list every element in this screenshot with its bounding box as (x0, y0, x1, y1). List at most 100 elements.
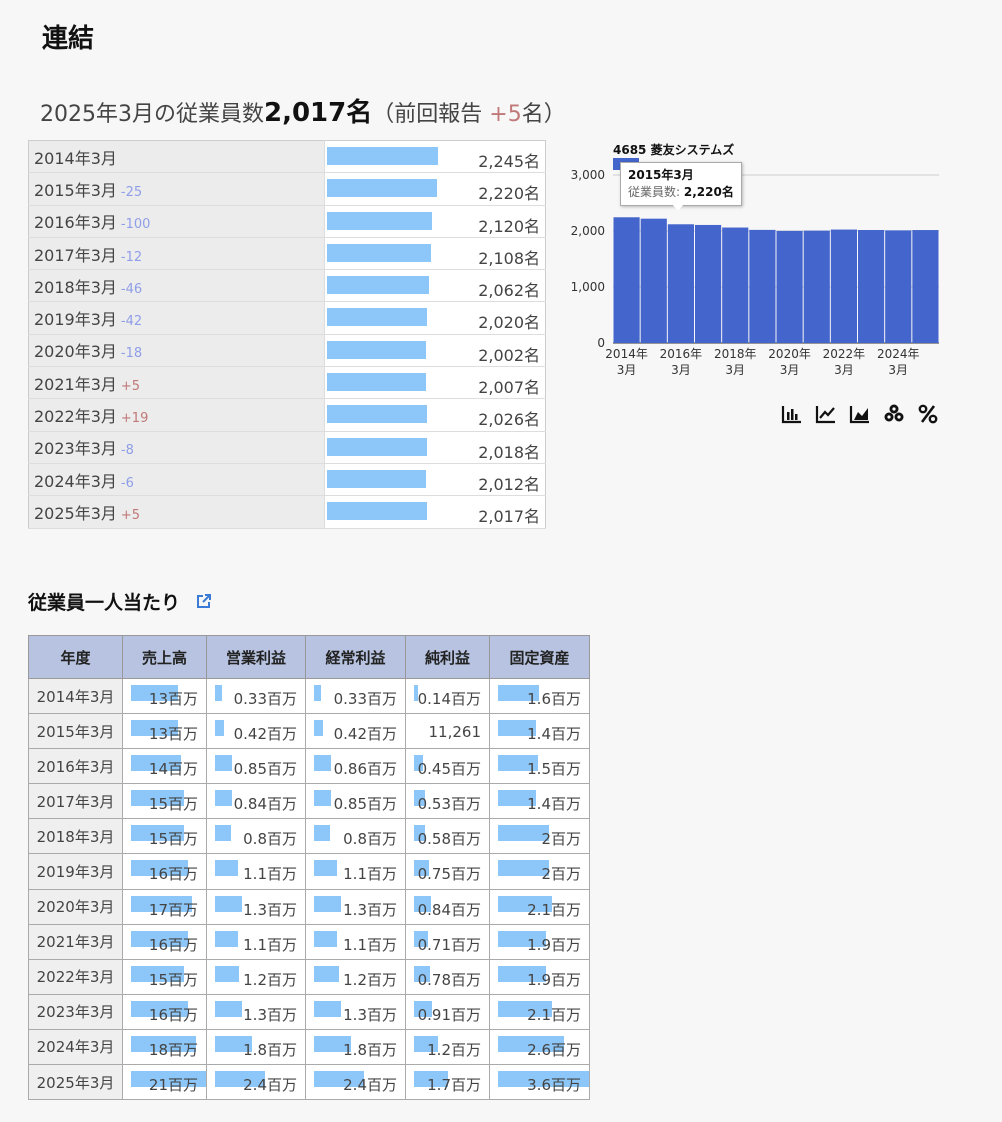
x-tick-label: 2024年 3月 (877, 347, 920, 377)
column-header[interactable]: 営業利益 (206, 635, 306, 679)
column-header[interactable]: 純利益 (405, 635, 490, 679)
chart-type-switcher (780, 402, 940, 426)
chart-bar[interactable] (830, 229, 857, 343)
chart-bar[interactable] (912, 230, 939, 343)
metric-cell: 21百万 (122, 1064, 207, 1101)
x-tick-month: 3月 (617, 363, 637, 377)
metric-bar (215, 1071, 265, 1088)
bar-chart-icon[interactable] (780, 402, 804, 426)
metric-cell: 1.3百万 (305, 993, 406, 1030)
metric-value: 0.42百万 (333, 725, 397, 744)
metric-cell: 0.84百万 (405, 888, 490, 925)
column-header[interactable]: 年度 (28, 635, 123, 679)
x-tick-label: 2022年 3月 (823, 347, 866, 377)
x-tick-label: 2020年 3月 (768, 347, 811, 377)
metric-value: 16百万 (148, 935, 198, 954)
metric-value: 0.42百万 (233, 725, 297, 744)
metric-cell: 1.4百万 (489, 713, 590, 750)
metric-bar (498, 1071, 589, 1088)
metric-cell: 2.4百万 (305, 1064, 406, 1101)
metric-cell: 0.71百万 (405, 923, 490, 960)
metric-value: 2.4百万 (243, 1076, 297, 1095)
metric-value: 0.85百万 (233, 760, 297, 779)
area-chart-icon[interactable] (848, 402, 872, 426)
metric-bar (414, 965, 430, 982)
row-year: 2025年3月 (28, 1064, 123, 1101)
metric-value: 17百万 (148, 900, 198, 919)
external-link-icon[interactable] (195, 593, 212, 615)
metric-cell: 0.85百万 (305, 783, 406, 820)
line-chart-icon[interactable] (814, 402, 838, 426)
employee-row-year: 2014年3月 (28, 140, 325, 174)
metric-bar (414, 1000, 432, 1017)
column-header[interactable]: 固定資産 (489, 635, 590, 679)
employee-row-value: 2,245名 (324, 140, 546, 174)
chart-bar[interactable] (749, 229, 776, 343)
change-label: -6 (120, 475, 134, 491)
metric-cell: 1.2百万 (206, 958, 306, 995)
employee-count: 2,017名 (478, 507, 540, 527)
metric-value: 1.8百万 (343, 1040, 397, 1059)
chart-bar[interactable] (776, 230, 803, 343)
row-year: 2016年3月 (28, 748, 123, 785)
metric-value: 0.58百万 (417, 830, 481, 849)
metric-value: 1.3百万 (243, 1005, 297, 1024)
metric-cell: 0.42百万 (305, 713, 406, 750)
employee-row: 2021年3月 +5 2,007名 (28, 366, 546, 400)
employee-count-bar (327, 340, 426, 359)
chart-bar[interactable] (722, 227, 749, 343)
metric-value: 0.91百万 (417, 1005, 481, 1024)
metric-bar (314, 1071, 364, 1088)
column-header[interactable]: 経常利益 (305, 635, 406, 679)
metric-value: 0.8百万 (243, 830, 297, 849)
employee-row: 2017年3月 -12 2,108名 (28, 237, 546, 271)
metric-bar (131, 720, 178, 737)
employee-count: 2,120名 (478, 216, 540, 236)
row-year: 2023年3月 (28, 993, 123, 1030)
chart-bar[interactable] (858, 229, 885, 343)
stacked-icon[interactable] (882, 402, 906, 426)
chart-bar[interactable] (613, 217, 640, 343)
metric-value: 2百万 (541, 830, 581, 849)
chart-bar[interactable] (640, 218, 667, 343)
metric-bar (131, 685, 178, 701)
metric-value: 0.71百万 (417, 935, 481, 954)
metric-bar (314, 720, 323, 737)
percent-icon[interactable] (916, 402, 940, 426)
metric-value: 14百万 (148, 760, 198, 779)
chart-bar[interactable] (695, 224, 722, 343)
employee-count-bar (327, 179, 437, 198)
year-label: 2016年3月 (34, 213, 117, 233)
per-employee-title-text: 従業員一人当たり (28, 592, 181, 614)
metric-cell: 1.9百万 (489, 923, 590, 960)
chart-bar[interactable] (667, 224, 694, 343)
employee-count-bar (327, 373, 426, 392)
employee-count-bar (327, 147, 438, 165)
tooltip-label: 従業員数: (628, 185, 684, 199)
chart-bar[interactable] (803, 230, 830, 343)
metric-cell: 0.91百万 (405, 993, 490, 1030)
metric-value: 18百万 (148, 1040, 198, 1059)
metric-bar (498, 685, 539, 701)
employee-count-bar (327, 276, 429, 295)
metric-bar (498, 895, 552, 912)
table-row: 2025年3月 21百万 2.4百万 2.4百万 1.7百万 3.6百万 (28, 1064, 590, 1101)
x-tick-month: 3月 (834, 363, 854, 377)
employee-summary: 2025年3月の従業員数2,017名（前回報告 +5名） (40, 92, 566, 129)
employee-row-year: 2021年3月 +5 (28, 366, 325, 400)
x-tick-year: 2016年 (660, 347, 703, 361)
metric-cell: 2.1百万 (489, 888, 590, 925)
year-label: 2024年3月 (34, 471, 117, 491)
metric-bar (314, 1000, 341, 1017)
table-row: 2017年3月 15百万 0.84百万 0.85百万 0.53百万 1.4百万 (28, 783, 590, 820)
summary-open: （前回報告 (372, 102, 483, 127)
metric-cell: 0.58百万 (405, 818, 490, 855)
column-header[interactable]: 売上高 (122, 635, 207, 679)
metric-bar (414, 860, 429, 877)
chart-bar[interactable] (885, 230, 912, 343)
metric-bar (215, 930, 238, 947)
metric-value: 13百万 (148, 690, 198, 708)
employee-count-bar (327, 437, 427, 456)
chart-tooltip: 2015年3月 従業員数: 2,220名 (620, 162, 742, 206)
